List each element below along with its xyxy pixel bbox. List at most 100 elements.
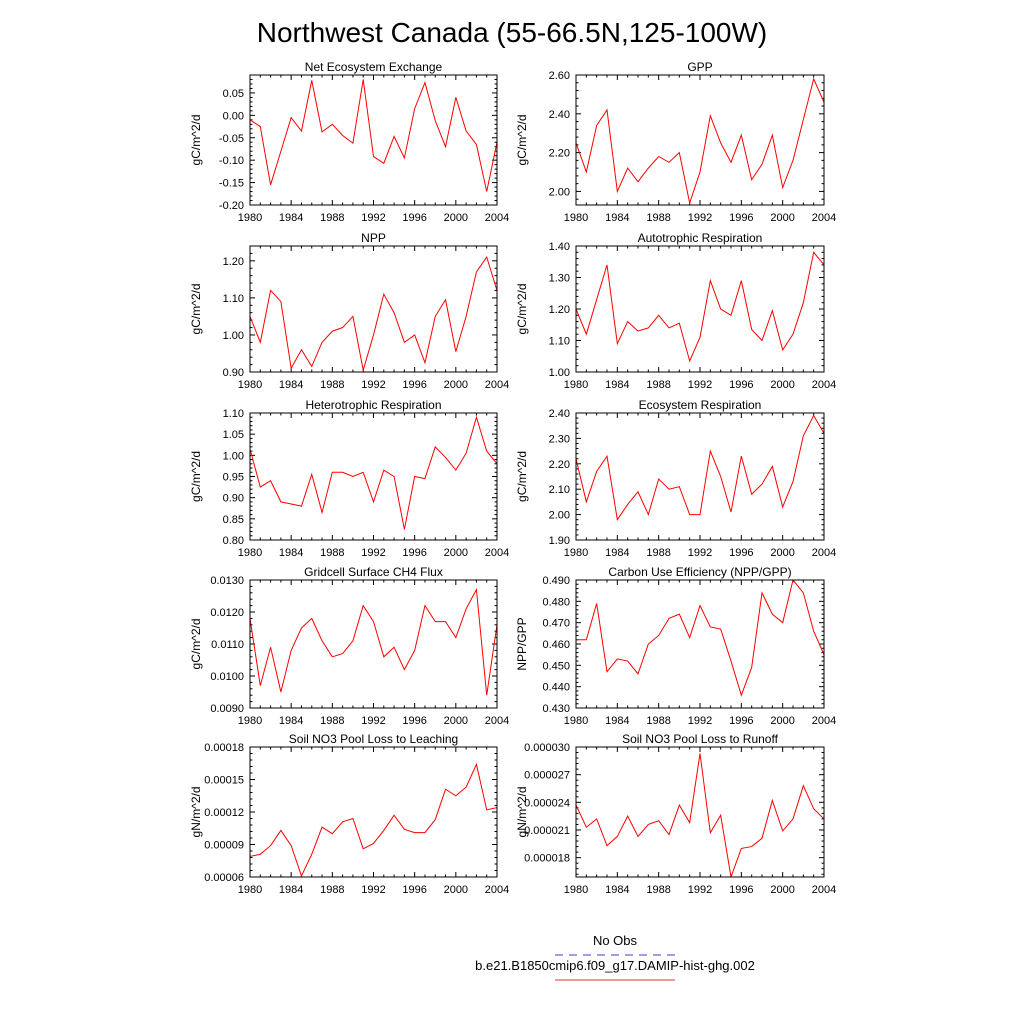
x-tick-label: 1988: [646, 884, 670, 896]
chart-title: Carbon Use Efficiency (NPP/GPP): [608, 565, 791, 579]
y-tick-label: 1.10: [223, 408, 244, 420]
y-tick-label: 2.00: [549, 186, 570, 198]
legend-label: No Obs: [593, 933, 638, 948]
x-tick-label: 1980: [564, 547, 588, 559]
x-tick-label: 1996: [729, 715, 753, 727]
y-axis-label: gC/m^2/d: [189, 451, 203, 502]
y-tick-label: 1.00: [549, 367, 570, 379]
x-tick-label: 2004: [485, 715, 509, 727]
series-line: [576, 580, 824, 697]
y-tick-label: 0.0130: [210, 575, 244, 587]
chart-title: Gridcell Surface CH4 Flux: [304, 565, 443, 579]
y-tick-label: 2.20: [549, 459, 570, 471]
y-tick-label: 0.470: [542, 618, 570, 630]
plot-frame: [249, 412, 498, 541]
y-tick-label: 2.60: [549, 70, 570, 82]
x-tick-label: 1980: [564, 715, 588, 727]
x-tick-label: 1992: [688, 884, 712, 896]
x-tick-label: 1980: [238, 212, 262, 224]
y-tick-label: 2.20: [549, 148, 570, 160]
x-tick-label: 1992: [361, 212, 385, 224]
x-tick-label: 2000: [770, 379, 794, 391]
x-tick-label: 1984: [605, 212, 629, 224]
x-tick-label: 1980: [238, 379, 262, 391]
y-axis-label: gC/m^2/d: [189, 115, 203, 166]
x-tick-label: 1980: [238, 884, 262, 896]
y-tick-label: 1.10: [223, 293, 244, 305]
figure-title: Northwest Canada (55-66.5N,125-100W): [257, 17, 767, 48]
y-tick-label: -0.15: [219, 178, 244, 190]
y-tick-label: 0.00: [223, 110, 244, 122]
y-tick-label: 1.00: [223, 330, 244, 342]
y-tick-label: 0.00009: [204, 840, 244, 852]
y-tick-label: 2.10: [549, 484, 570, 496]
x-tick-label: 1992: [688, 212, 712, 224]
y-tick-label: 0.000030: [524, 742, 570, 754]
x-tick-label: 2000: [444, 212, 468, 224]
y-axis-label: gN/m^2/d: [515, 787, 529, 838]
y-tick-label: 1.20: [223, 256, 244, 268]
x-tick-label: 1996: [402, 212, 426, 224]
chart-title: GPP: [687, 60, 712, 74]
x-tick-label: 1984: [605, 715, 629, 727]
y-tick-label: 1.40: [549, 241, 570, 253]
y-tick-label: 0.460: [542, 639, 570, 651]
y-tick-label: -0.10: [219, 155, 244, 167]
y-tick-label: 1.90: [549, 535, 570, 547]
chart-panel: Soil NO3 Pool Loss to Leaching gN/m^2/d 19…: [189, 732, 509, 896]
x-tick-label: 1992: [361, 547, 385, 559]
y-tick-label: 0.450: [542, 660, 570, 672]
y-tick-label: 1.10: [549, 336, 570, 348]
chart-panel: Ecosystem Respiration gC/m^2/d 1980 1984 198…: [515, 398, 836, 559]
y-tick-label: 0.00015: [204, 775, 244, 787]
x-tick-label: 1988: [320, 715, 344, 727]
chart-title: Ecosystem Respiration: [639, 398, 762, 412]
x-tick-label: 1984: [605, 379, 629, 391]
x-tick-label: 1996: [402, 379, 426, 391]
y-tick-label: 0.490: [542, 575, 570, 587]
y-tick-label: 0.0100: [210, 671, 244, 683]
x-tick-label: 1988: [646, 379, 670, 391]
x-tick-label: 2000: [770, 884, 794, 896]
x-tick-label: 1992: [688, 379, 712, 391]
x-tick-label: 1984: [279, 212, 303, 224]
y-tick-label: 1.20: [549, 304, 570, 316]
x-tick-label: 1992: [361, 715, 385, 727]
y-tick-label: -0.20: [219, 200, 244, 212]
series-line: [250, 762, 497, 877]
x-tick-label: 1980: [564, 379, 588, 391]
chart-title: Heterotrophic Respiration: [305, 398, 441, 412]
x-tick-label: 1988: [320, 547, 344, 559]
chart-title: Soil NO3 Pool Loss to Runoff: [622, 732, 779, 746]
x-tick-label: 1996: [729, 379, 753, 391]
y-tick-label: 0.000018: [524, 853, 570, 865]
y-axis-label: gC/m^2/d: [189, 284, 203, 335]
x-tick-label: 2004: [812, 715, 836, 727]
x-tick-label: 1980: [238, 715, 262, 727]
x-tick-label: 1984: [605, 547, 629, 559]
y-tick-label: 0.85: [223, 514, 244, 526]
x-tick-label: 1988: [646, 715, 670, 727]
plot-frame: [575, 579, 825, 709]
x-tick-label: 1992: [688, 715, 712, 727]
legend-label: b.e21.B1850cmip6.f09_g17.DAMIP-hist-ghg.…: [475, 958, 755, 973]
plot-frame: [575, 412, 825, 541]
x-tick-label: 1984: [279, 884, 303, 896]
x-tick-label: 2004: [812, 379, 836, 391]
chart-title: Autotrophic Respiration: [638, 231, 763, 245]
x-tick-label: 2004: [485, 884, 509, 896]
x-tick-label: 1992: [361, 379, 385, 391]
x-tick-label: 1984: [605, 884, 629, 896]
y-tick-label: 0.00006: [204, 872, 244, 884]
chart-title: Net Ecosystem Exchange: [305, 60, 443, 74]
x-tick-label: 2000: [444, 715, 468, 727]
plot-frame: [249, 74, 498, 206]
y-tick-label: 0.430: [542, 703, 570, 715]
y-tick-label: 0.90: [223, 367, 244, 379]
y-axis-label: NPP/GPP: [515, 617, 529, 670]
x-tick-label: 2004: [812, 547, 836, 559]
x-tick-label: 1992: [361, 884, 385, 896]
x-tick-label: 1988: [320, 379, 344, 391]
x-tick-label: 1984: [279, 379, 303, 391]
